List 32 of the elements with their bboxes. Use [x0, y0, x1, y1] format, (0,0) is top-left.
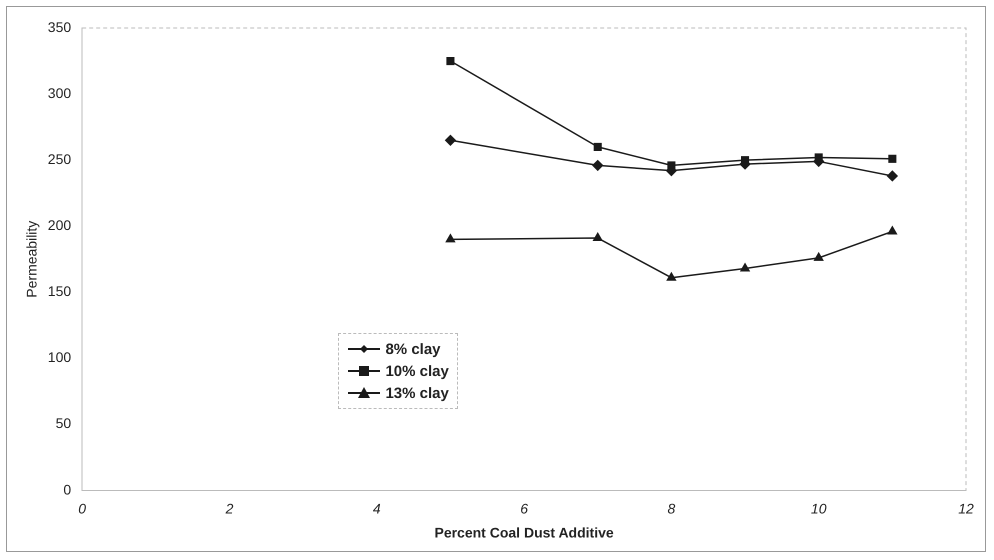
point — [814, 252, 824, 261]
x-tick-label: 10 — [810, 500, 827, 517]
point — [446, 234, 456, 242]
point — [446, 56, 454, 66]
point — [594, 142, 602, 151]
point — [888, 226, 898, 234]
legend-label: 10% clay — [385, 362, 449, 380]
legend-label: 13% clay — [385, 384, 449, 402]
point — [592, 232, 603, 242]
y-tick-label: 250 — [48, 150, 72, 167]
point — [888, 154, 896, 163]
y-axis-title: Permeability — [23, 220, 40, 298]
x-tick-label: 4 — [372, 500, 381, 517]
point — [444, 134, 456, 146]
x-tick-label: 2 — [224, 500, 234, 517]
y-tick-label: 50 — [56, 415, 72, 432]
x-tick-label: 8 — [667, 500, 676, 517]
point — [666, 272, 676, 281]
x-tick-label: 6 — [520, 500, 528, 517]
y-tick-label: 0 — [63, 481, 72, 498]
y-tick-label: 300 — [48, 84, 72, 101]
x-tick-label: 12 — [958, 500, 974, 517]
point — [740, 262, 750, 272]
y-tick-label: 100 — [48, 349, 72, 366]
point — [886, 170, 898, 182]
x-tick-label: 0 — [78, 500, 86, 517]
y-tick-label: 150 — [48, 283, 72, 300]
y-tick-label: 350 — [48, 18, 72, 35]
x-axis-title: Percent Coal Dust Additive — [434, 524, 614, 540]
y-tick-label: 200 — [48, 217, 72, 234]
point — [592, 160, 604, 171]
legend-label: 8% clay — [385, 340, 441, 358]
